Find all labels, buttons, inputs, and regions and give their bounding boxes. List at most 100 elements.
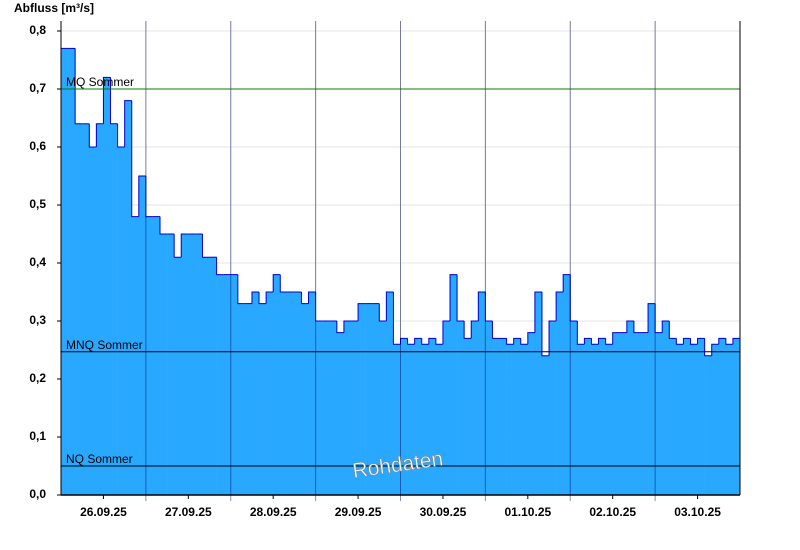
line-step <box>506 338 514 345</box>
area-step <box>442 321 451 495</box>
area-step <box>124 100 133 495</box>
line-step <box>725 338 733 345</box>
reference-label: NQ Sommer <box>66 452 133 466</box>
line-step <box>102 76 111 124</box>
line-step <box>682 337 691 345</box>
line-step <box>442 320 451 345</box>
y-axis-title: Abfluss [m³/s] <box>14 1 94 15</box>
line-step <box>718 337 726 345</box>
area-step <box>117 147 125 495</box>
x-tick-label: 26.09.25 <box>80 505 127 519</box>
area-step <box>492 338 500 495</box>
area-step <box>174 257 182 495</box>
area-step <box>223 274 232 495</box>
area-step <box>598 338 606 495</box>
area-step <box>435 344 444 495</box>
area-step <box>188 234 196 495</box>
area-step <box>534 292 543 495</box>
x-tick-label: 02.10.25 <box>589 505 636 519</box>
area-step <box>655 332 663 495</box>
line-step <box>272 274 281 292</box>
area-step <box>725 344 734 495</box>
line-step <box>131 100 139 218</box>
area-step <box>202 257 210 495</box>
area-step <box>386 292 394 495</box>
line-step <box>520 338 528 345</box>
area-step <box>393 344 401 495</box>
area-step <box>676 344 684 495</box>
line-step <box>407 338 415 345</box>
line-step <box>513 337 521 345</box>
line-step <box>463 321 472 339</box>
area-step <box>506 344 514 495</box>
line-step <box>654 303 663 334</box>
area-step <box>195 234 203 495</box>
line-step <box>661 320 670 333</box>
area-step <box>570 321 578 495</box>
line-step <box>647 303 656 333</box>
area-step <box>230 274 239 495</box>
line-step <box>88 123 97 148</box>
reference-label: MQ Sommer <box>66 75 134 89</box>
area-step <box>711 344 720 495</box>
area-step <box>697 338 705 495</box>
area-step <box>343 321 352 495</box>
area-step <box>315 321 323 495</box>
area-step <box>251 292 260 495</box>
line-step <box>612 332 620 345</box>
area-step <box>520 344 529 495</box>
area-step <box>633 332 642 495</box>
y-tick-label: 0,7 <box>29 81 46 95</box>
area-step <box>605 344 613 495</box>
line-step <box>477 291 486 321</box>
area-step <box>145 216 154 495</box>
area-step <box>259 303 267 495</box>
area-step <box>167 234 175 495</box>
area-step <box>96 123 104 496</box>
line-step <box>421 338 429 345</box>
line-step <box>583 337 592 345</box>
line-step <box>456 274 465 322</box>
area-step <box>287 292 295 495</box>
line-step <box>470 320 479 339</box>
line-step <box>633 321 641 334</box>
area-step <box>577 344 585 495</box>
area-step <box>160 234 168 495</box>
area-step <box>237 303 246 495</box>
x-tick-label: 29.09.25 <box>335 505 382 519</box>
area-step <box>471 321 479 495</box>
x-tick-label: 03.10.25 <box>674 505 721 519</box>
area-step <box>329 321 338 495</box>
line-step <box>697 337 705 345</box>
y-tick-label: 0,0 <box>29 487 46 501</box>
line-step <box>117 123 125 148</box>
area-step <box>322 321 331 495</box>
line-step <box>173 234 182 258</box>
area-step <box>485 321 493 495</box>
area-step <box>732 338 741 495</box>
area-step <box>619 332 628 495</box>
line-step <box>110 77 118 125</box>
area-step <box>428 338 437 495</box>
area-step <box>131 216 140 495</box>
area-step <box>556 292 564 495</box>
area-step <box>478 292 486 495</box>
line-step <box>668 321 677 339</box>
area-step <box>209 257 217 495</box>
line-step <box>704 338 712 357</box>
line-step <box>237 274 245 305</box>
line-step <box>74 48 83 125</box>
y-tick-label: 0,5 <box>29 197 46 211</box>
area-step <box>358 303 366 495</box>
area-step <box>138 176 147 495</box>
line-step <box>385 291 394 321</box>
line-step <box>392 292 401 345</box>
y-tick-label: 0,6 <box>29 139 46 153</box>
area-step <box>584 338 592 495</box>
line-step <box>555 291 564 321</box>
line-step <box>357 303 366 321</box>
y-tick-label: 0,4 <box>29 255 46 269</box>
area-step <box>407 344 415 495</box>
line-step <box>378 303 387 322</box>
area-step <box>103 77 111 496</box>
